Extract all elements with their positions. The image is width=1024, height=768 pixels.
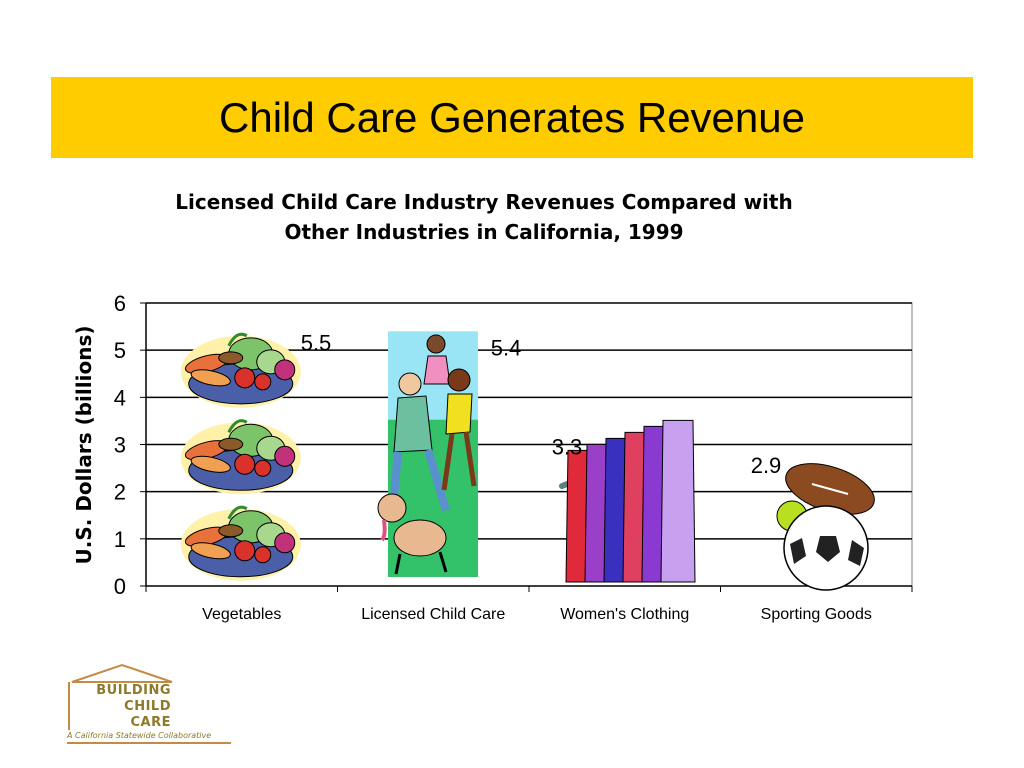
x-tick-label: Licensed Child Care (361, 606, 505, 623)
vegetables-icon (180, 505, 301, 581)
data-label: 5.4 (491, 335, 522, 360)
logo-tagline: A California Statewide Collaborative (67, 731, 212, 740)
dog-legs-icon (394, 551, 448, 575)
building-child-care-logo: BUILDING CHILD CARE A California Statewi… (64, 662, 234, 748)
y-tick-label: 5 (114, 338, 126, 363)
chart-title-line-2: Other Industries in California, 1999 (284, 220, 684, 244)
axis-ticks: 0 1 2 3 4 5 6 Vegetables Licensed Child Care Wome… (114, 291, 913, 623)
x-tick-label: Sporting Goods (761, 606, 872, 623)
girl-head-icon (447, 368, 471, 392)
value-labels: 5.5 5.4 3.3 2.9 (301, 331, 782, 479)
vegetables-icon (180, 419, 301, 495)
x-tick-label: Vegetables (202, 606, 281, 623)
dog-body-icon (393, 519, 447, 557)
x-tick-label: Women's Clothing (560, 606, 689, 623)
child-head-icon (426, 334, 446, 354)
soccer-patch-icon (816, 536, 840, 562)
bar-sports-balls-picture (776, 463, 875, 591)
logo-word-care: CARE (130, 715, 171, 730)
adult-head-icon (398, 372, 422, 396)
football-laces-icon (811, 483, 849, 495)
dog-head-icon (377, 493, 407, 523)
bars (180, 331, 875, 591)
vegetables-icon (180, 332, 301, 408)
data-label: 2.9 (751, 453, 782, 478)
title-banner: Child Care Generates Revenue (51, 77, 973, 158)
chart-title-line-1: Licensed Child Care Industry Revenues Co… (175, 190, 793, 214)
soccer-patch-icon (790, 538, 806, 564)
adult-body-icon (393, 395, 433, 453)
y-tick-label: 1 (114, 527, 126, 552)
bar-child-care-picture (377, 331, 478, 577)
girl-body-icon (445, 393, 473, 435)
bar-clothing-rack-picture (559, 419, 696, 583)
soccer-patch-icon (848, 540, 864, 566)
y-tick-label: 6 (114, 291, 126, 316)
data-label: 5.5 (301, 331, 332, 356)
y-tick-label: 3 (114, 433, 126, 458)
y-tick-label: 2 (114, 480, 126, 505)
garment-icon (660, 419, 696, 583)
data-label: 3.3 (552, 434, 583, 459)
logo-word-building: BUILDING (96, 683, 171, 698)
y-axis-label: U.S. Dollars (billions) (72, 326, 96, 565)
child-body-icon (423, 355, 451, 385)
slide-title: Child Care Generates Revenue (219, 93, 805, 141)
y-tick-label: 4 (114, 385, 126, 410)
y-tick-label: 0 (114, 574, 126, 599)
chart-title: Licensed Child Care Industry Revenues Co… (100, 187, 868, 247)
girl-legs-icon (441, 431, 477, 491)
house-roof-icon (67, 663, 231, 744)
logo-word-child: CHILD (124, 699, 171, 714)
bar-vegetables-pictograph (180, 332, 301, 581)
dog-tongue-icon (380, 519, 387, 542)
